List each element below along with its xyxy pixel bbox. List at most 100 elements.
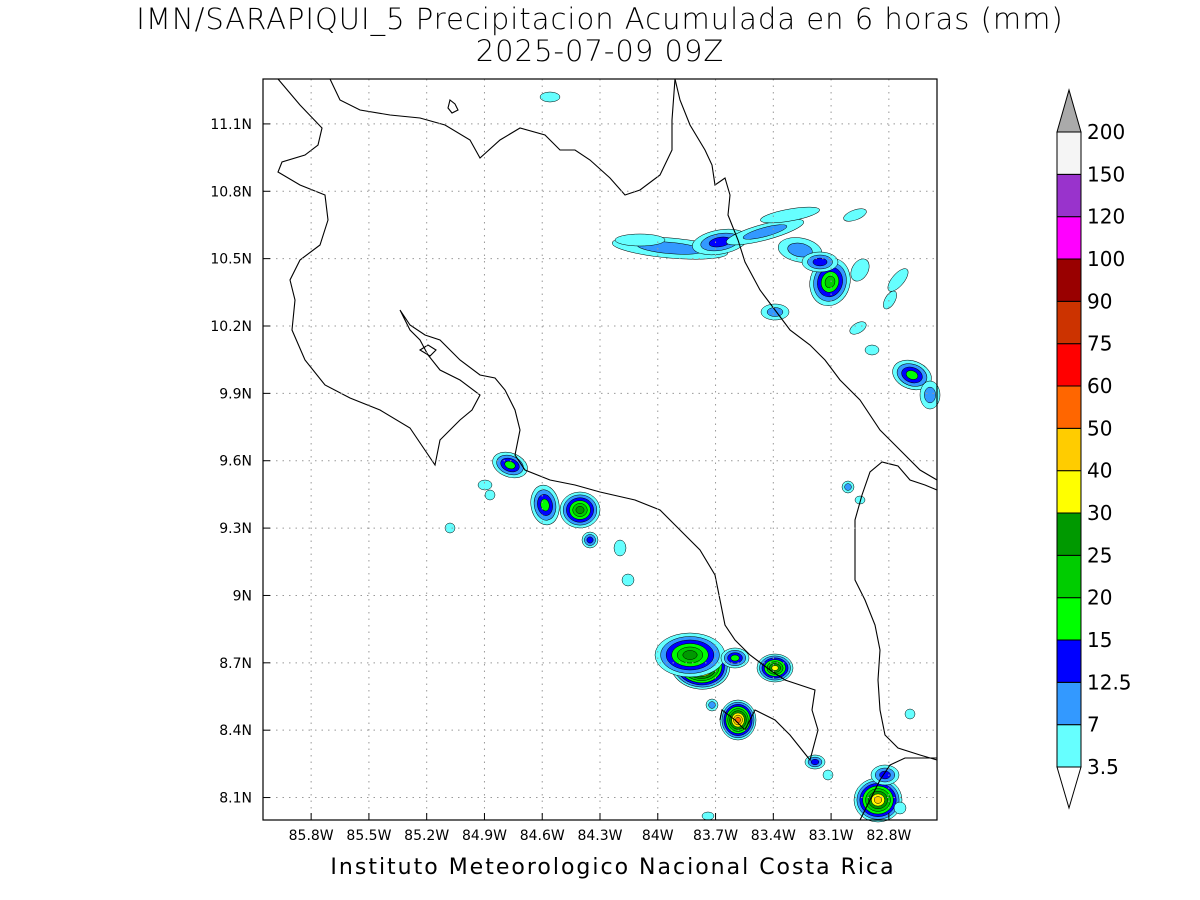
lon-tick-label: 82.8W [866,828,911,844]
rain-cell [841,480,855,494]
lon-tick-label: 85.8W [289,828,334,844]
lon-tick-label: 85.2W [404,828,449,844]
rain-cell [719,699,757,741]
rain-contour [850,258,870,282]
rain-cell [843,208,867,222]
lat-tick-label: 10.5N [210,252,252,268]
lat-tick-label: 11.1N [210,117,252,133]
rain-cell [621,573,635,587]
rain-contour [477,479,493,491]
rain-contour [730,654,740,662]
rain-contour [742,224,788,240]
coastline-path [674,78,938,481]
colorbar-swatch [1056,427,1082,472]
colorbar-lower-arrow [1056,766,1082,810]
coastline-path [329,78,676,196]
colorbar-label: 50 [1087,416,1112,440]
colorbar-label: 120 [1087,205,1125,229]
rain-contour [586,536,594,544]
lon-tick-label: 83.7W [693,828,738,844]
longitude-labels: 85.8W 85.5W 85.2W 84.9W 84.6W 84.3W 84W 83.7W 83… [289,828,912,844]
rain-cell [849,321,867,335]
rain-contour [822,769,834,781]
lon-tick-label: 83.4W [751,828,796,844]
rain-cell [613,539,627,557]
rain-contour [682,650,698,660]
colorbar-swatch [1056,385,1082,429]
latitude-labels: 8.1N 8.4N 8.7N 9N 9.3N 9.6N 9.9N 10.2N 10.5N 10.8… [210,117,252,807]
colorbar-legend: 3.5 7 12.5 15 20 25 30 40 50 60 75 90 100 120 150 200 [1056,88,1132,810]
rain-cell [893,801,907,815]
rain-contour [873,796,883,804]
rain-contour [864,344,880,356]
lon-tick-label: 83.1W [809,828,854,844]
coastlines [277,78,938,821]
colorbar-label: 75 [1087,332,1112,356]
lon-tick-label: 84.9W [462,828,507,844]
colorbar-swatch [1056,512,1082,556]
rain-cell [559,491,601,529]
colorbar-label: 200 [1087,120,1125,144]
rain-cell [581,531,599,549]
lat-tick-label: 9N [233,588,252,604]
rain-contour [812,257,828,267]
colorbar-label: 3.5 [1087,755,1119,779]
rain-cell [756,653,794,683]
colorbar-swatch [1056,681,1082,726]
rain-contour [824,275,836,289]
coastline-path [854,461,938,761]
rain-cell [614,233,666,247]
rain-cell [883,290,897,310]
rain-cell [720,647,750,669]
rain-cell [539,91,561,103]
lat-tick-label: 10.8N [210,184,252,200]
rain-contour [887,268,909,292]
rain-contour [787,242,813,258]
rain-contour [621,573,635,587]
rain-contour [849,321,867,335]
rain-cell [919,380,941,410]
colorbar-label: 25 [1087,543,1112,567]
colorbar-label: 40 [1087,459,1112,483]
rain-contour [924,386,936,404]
colorbar-swatch [1056,554,1082,599]
grid-lines [263,79,937,820]
coastline-path [277,78,819,762]
rain-cell [477,479,493,491]
precipitation-field [444,91,941,823]
rain-cell [530,484,560,526]
rain-contour [893,801,907,815]
rain-cell [801,251,839,273]
rain-cell [726,218,804,246]
colorbar-label: 7 [1087,713,1100,737]
colorbar-upper-arrow [1056,88,1082,133]
rain-contour [539,91,561,103]
rain-contour [613,539,627,557]
rain-contour [844,483,852,491]
colorbar-swatch [1056,131,1082,175]
colorbar-swatch [1056,216,1082,260]
rain-contour [843,208,867,222]
rain-contour [760,206,820,224]
lon-tick-label: 85.5W [346,828,391,844]
rain-contour [701,811,715,821]
rain-contour [484,489,496,501]
lat-tick-label: 8.7N [219,656,252,672]
lat-tick-label: 8.4N [219,723,252,739]
rain-contour [540,498,550,512]
colorbar-label: 150 [1087,162,1125,186]
lat-tick-label: 9.6N [219,454,252,470]
colorbar-swatch [1056,639,1082,683]
colorbar-label: 100 [1087,247,1125,271]
rain-cell [870,764,900,786]
colorbar-swatch [1056,597,1082,641]
coastline-path [418,344,437,357]
rain-cell [904,708,916,720]
rain-cell [864,344,880,356]
colorbar-swatch [1056,300,1082,345]
colorbar-label: 90 [1087,289,1112,313]
colorbar-label: 30 [1087,501,1112,525]
colorbar-swatch [1056,343,1082,387]
rain-cell [887,268,909,292]
